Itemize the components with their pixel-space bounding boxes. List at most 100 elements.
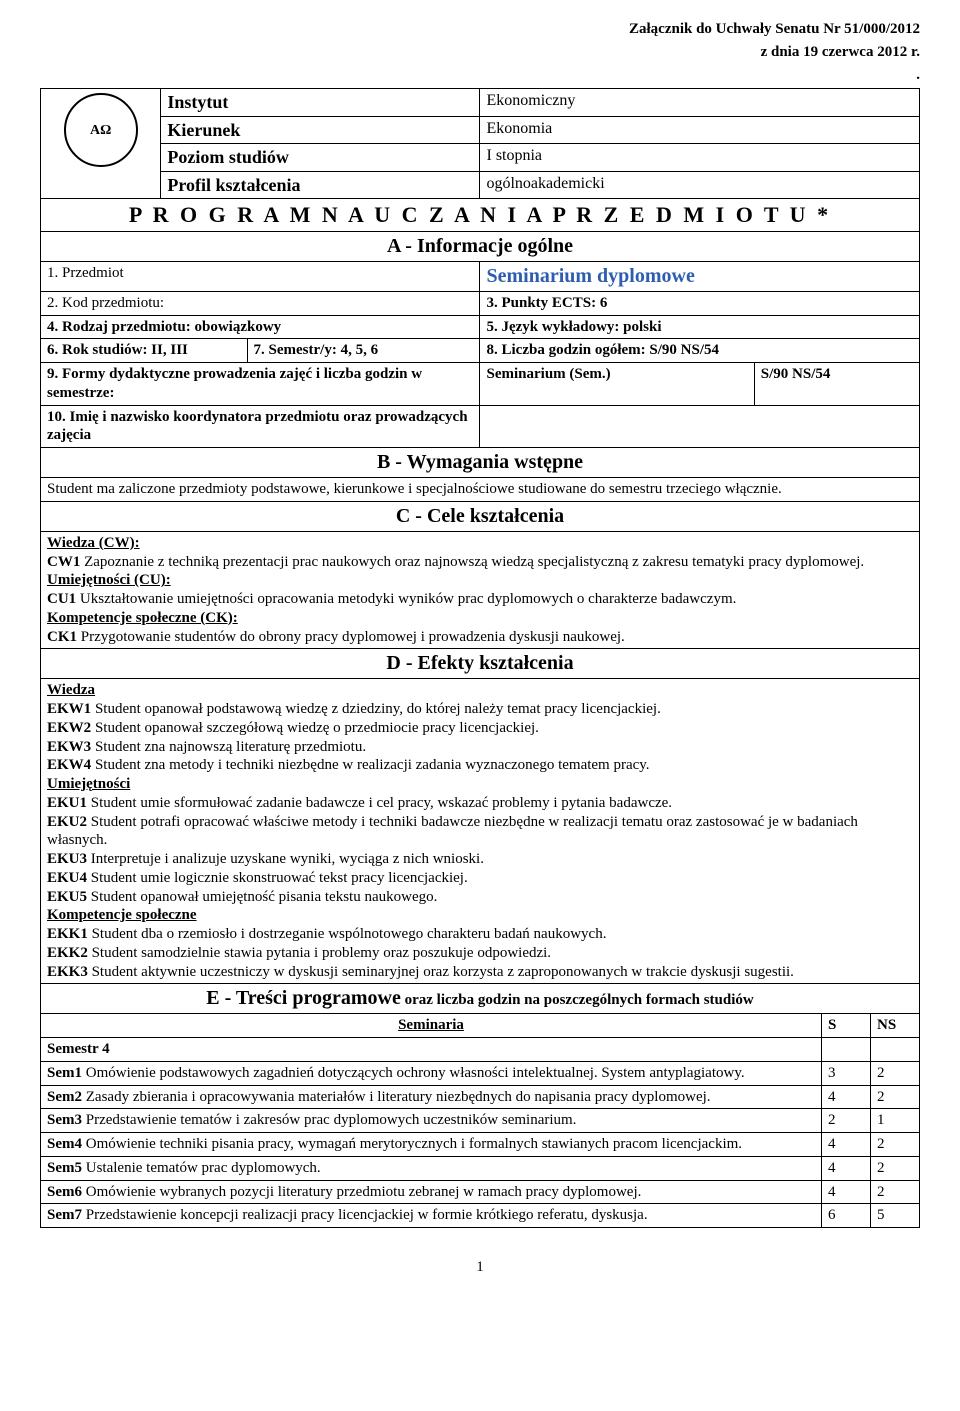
ck-label: Kompetencje społeczne (CK): (47, 609, 913, 628)
row-a6-left: 10. Imię i nazwisko koordynatora przedmi… (41, 405, 480, 448)
section-e-title: E - Treści programowe oraz liczba godzin… (41, 984, 920, 1014)
sem-desc: Sem1 Omówienie podstawowych zagadnień do… (41, 1061, 822, 1085)
sem-ns: 2 (871, 1061, 920, 1085)
cu-label: Umiejętności (CU): (47, 571, 913, 590)
effect-line: EKK1 Student dba o rzemiosło i dostrzega… (47, 925, 913, 944)
section-e-prefix: E - Treści programowe (206, 987, 401, 1009)
effect-line: EKK2 Student samodzielnie stawia pytania… (47, 944, 913, 963)
row-profil-label: Profil kształcenia (161, 171, 480, 199)
row-a6-right (480, 405, 920, 448)
sem-s: 4 (822, 1133, 871, 1157)
sem-ns: 2 (871, 1133, 920, 1157)
semester-s-blank (822, 1038, 871, 1062)
section-a-title: A - Informacje ogólne (41, 231, 920, 261)
sem-desc: Sem5 Ustalenie tematów prac dyplomowych. (41, 1156, 822, 1180)
sem-desc: Sem4 Omówienie techniki pisania pracy, w… (41, 1133, 822, 1157)
d-umie-label: Umiejętności (47, 775, 913, 794)
cu-text: CU1 Ukształtowanie umiejętności opracowa… (47, 590, 913, 609)
effect-line: EKU2 Student potrafi opracować właściwe … (47, 813, 913, 851)
section-c-title: C - Cele kształcenia (41, 501, 920, 531)
ects-value: 6 (600, 295, 608, 311)
row-a2-right: 3. Punkty ECTS: 6 (480, 291, 920, 315)
row-a5-right: S/90 NS/54 (754, 363, 919, 406)
d-wiedza-list: EKW1 Student opanował podstawową wiedzę … (47, 700, 913, 775)
sem-s: 2 (822, 1109, 871, 1133)
sem-row: Sem5 Ustalenie tematów prac dyplomowych.… (41, 1156, 919, 1180)
semester-label: Semestr 4 (41, 1038, 822, 1062)
section-b-title: B - Wymagania wstępne (41, 448, 920, 478)
sem-row: Sem7 Przedstawienie koncepcji realizacji… (41, 1204, 919, 1227)
page-number: 1 (40, 1258, 920, 1277)
sem-s: 4 (822, 1085, 871, 1109)
section-d-title: D - Efekty kształcenia (41, 649, 920, 679)
sem-row: Sem4 Omówienie techniki pisania pracy, w… (41, 1133, 919, 1157)
sem-ns: 1 (871, 1109, 920, 1133)
row-a3-left: 4. Rodzaj przedmiotu: obowiązkowy (41, 315, 480, 339)
d-wiedza-label: Wiedza (47, 681, 913, 700)
row-poziom-label: Poziom studiów (161, 144, 480, 172)
sem-table-wrapper: Seminaria S NS Semestr 4 Sem1 Omówienie … (41, 1014, 920, 1228)
sem-desc: Sem3 Przedstawienie tematów i zakresów p… (41, 1109, 822, 1133)
section-c-body: Wiedza (CW): CW1 Zapoznanie z techniką p… (41, 531, 920, 649)
section-d-body: Wiedza EKW1 Student opanował podstawową … (41, 679, 920, 984)
d-komp-list: EKK1 Student dba o rzemiosło i dostrzega… (47, 925, 913, 981)
section-b-text: Student ma zaliczone przedmioty podstawo… (41, 478, 920, 502)
sem-desc: Sem2 Zasady zbierania i opracowywania ma… (41, 1085, 822, 1109)
sem-head-ns: NS (871, 1014, 920, 1037)
sem-ns: 2 (871, 1156, 920, 1180)
row-a4-c2: 7. Semestr/y: 4, 5, 6 (247, 339, 480, 363)
sem-ns: 5 (871, 1204, 920, 1227)
cu-rest: Ukształtowanie umiejętności opracowania … (76, 591, 736, 607)
main-table: AΩ Instytut Ekonomiczny Kierunek Ekonomi… (40, 88, 920, 1228)
sem-s: 6 (822, 1204, 871, 1227)
attachment-line2: z dnia 19 czerwca 2012 r. (40, 43, 920, 62)
d-umie-list: EKU1 Student umie sformułować zadanie ba… (47, 794, 913, 907)
row-a3-right: 5. Język wykładowy: polski (480, 315, 920, 339)
sem-desc: Sem6 Omówienie wybranych pozycji literat… (41, 1180, 822, 1204)
row-a1-left: 1. Przedmiot (41, 261, 480, 291)
cw-rest: Zapoznanie z techniką prezentacji prac n… (80, 554, 864, 570)
ck-rest: Przygotowanie studentów do obrony pracy … (77, 629, 625, 645)
d-komp-label: Kompetencje społeczne (47, 906, 913, 925)
ck-text: CK1 Przygotowanie studentów do obrony pr… (47, 628, 913, 647)
program-title: P R O G R A M N A U C Z A N I A P R Z E … (41, 199, 920, 232)
sem-row: Sem3 Przedstawienie tematów i zakresów p… (41, 1109, 919, 1133)
effect-line: EKW3 Student zna najnowszą literaturę pr… (47, 738, 913, 757)
sem-ns: 2 (871, 1085, 920, 1109)
attachment-line1: Załącznik do Uchwały Senatu Nr 51/000/20… (40, 20, 920, 39)
attachment-dot: . (40, 66, 920, 85)
sem-s: 4 (822, 1156, 871, 1180)
cw-text: CW1 Zapoznanie z techniką prezentacji pr… (47, 553, 913, 572)
jezyk-wykladowy: 5. Język wykładowy: polski (486, 319, 661, 335)
row-instytut-label: Instytut (161, 89, 480, 117)
row-a4-c1: 6. Rok studiów: II, III (41, 339, 248, 363)
row-a1-right: Seminarium dyplomowe (480, 261, 920, 291)
institution-logo: AΩ (64, 93, 138, 167)
section-e-suffix: oraz liczba godzin na poszczególnych for… (401, 992, 754, 1008)
sem-head-s: S (822, 1014, 871, 1037)
logo-cell: AΩ (41, 89, 161, 199)
sem-head-title: Seminaria (41, 1014, 822, 1037)
sem-row: Sem1 Omówienie podstawowych zagadnień do… (41, 1061, 919, 1085)
row-profil-value: ogólnoakademicki (480, 171, 920, 199)
effect-line: EKU3 Interpretuje i analizuje uzyskane w… (47, 850, 913, 869)
effect-line: EKW4 Student zna metody i techniki niezb… (47, 756, 913, 775)
effect-line: EKW1 Student opanował podstawową wiedzę … (47, 700, 913, 719)
sem-row: Sem6 Omówienie wybranych pozycji literat… (41, 1180, 919, 1204)
ects-label: 3. Punkty ECTS: (486, 295, 596, 311)
sem-row: Sem2 Zasady zbierania i opracowywania ma… (41, 1085, 919, 1109)
sem-s: 4 (822, 1180, 871, 1204)
effect-line: EKU1 Student umie sformułować zadanie ba… (47, 794, 913, 813)
row-a5-left: 9. Formy dydaktyczne prowadzenia zajęć i… (41, 363, 480, 406)
cw-label: Wiedza (CW): (47, 534, 913, 553)
semester-ns-blank (871, 1038, 920, 1062)
row-a5-mid: Seminarium (Sem.) (480, 363, 754, 406)
row-kierunek-value: Ekonomia (480, 116, 920, 144)
row-a2-left: 2. Kod przedmiotu: (41, 291, 480, 315)
sem-ns: 2 (871, 1180, 920, 1204)
sem-s: 3 (822, 1061, 871, 1085)
row-poziom-value: I stopnia (480, 144, 920, 172)
rodzaj-przedmiotu: 4. Rodzaj przedmiotu: obowiązkowy (47, 319, 281, 335)
effect-line: EKU5 Student opanował umiejętność pisani… (47, 888, 913, 907)
effect-line: EKU4 Student umie logicznie skonstruować… (47, 869, 913, 888)
